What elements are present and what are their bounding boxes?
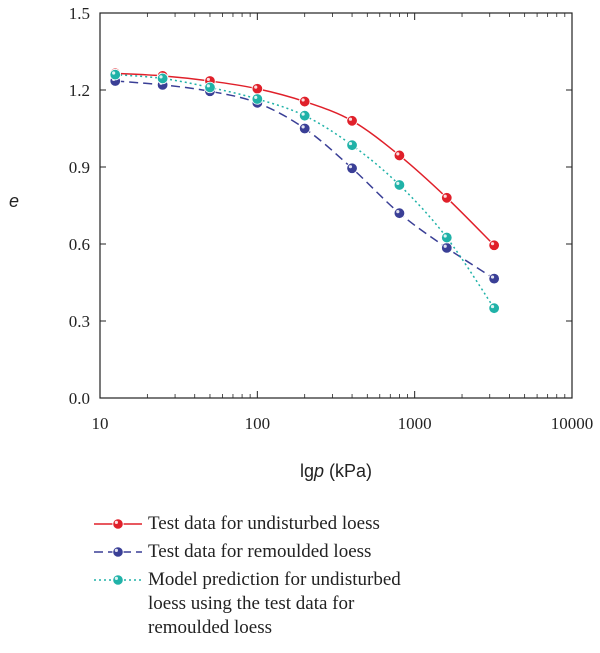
- x-axis-label: lgp (kPa): [300, 461, 372, 481]
- data-point-highlight: [348, 117, 353, 121]
- data-point-highlight: [443, 194, 447, 198]
- data-point-highlight: [490, 242, 495, 246]
- data-point-highlight: [396, 181, 400, 185]
- x-tick-label: 10000: [551, 414, 594, 433]
- data-point: [251, 83, 264, 95]
- legend-entry-remoulded: Test data for remoulded loess: [94, 540, 594, 564]
- data-point-highlight: [443, 244, 447, 248]
- chart-area: 0.0 0.3 0.6 0.9 1.2 1.5 10 100 1000 10000 e lgp (…: [9, 4, 594, 481]
- series-0: [109, 67, 500, 251]
- data-point: [346, 139, 358, 151]
- data-point: [346, 115, 358, 127]
- legend-label-model-line-3: remoulded loess: [148, 617, 273, 638]
- data-point-highlight: [112, 71, 116, 75]
- y-tick-label: 1.2: [69, 81, 90, 100]
- y-axis-label: e: [9, 191, 19, 211]
- series-2: [109, 68, 500, 314]
- data-point: [346, 162, 358, 174]
- data-point-highlight: [396, 152, 400, 156]
- data-point: [298, 95, 311, 108]
- legend-label-undisturbed: Test data for undisturbed loess: [148, 513, 380, 534]
- legend-entry-model: Model prediction for undisturbed loess u…: [94, 568, 594, 640]
- legend-swatch-undisturbed: [94, 518, 142, 530]
- x-tick-label: 1000: [398, 414, 432, 433]
- data-point: [441, 242, 453, 254]
- data-point: [109, 68, 121, 81]
- data-point-highlight: [490, 304, 495, 309]
- data-point: [488, 272, 500, 285]
- data-point: [298, 109, 311, 122]
- legend-label-model-line-2: loess using the test data for: [148, 593, 355, 614]
- plot-frame: [99, 12, 573, 399]
- data-point-highlight: [301, 112, 305, 116]
- legend-swatch-model: [94, 574, 142, 586]
- data-point: [441, 192, 453, 204]
- data-point: [393, 207, 406, 219]
- axes: 0.0 0.3 0.6 0.9 1.2 1.5 10 100 1000 10000: [69, 4, 594, 433]
- data-point-highlight: [301, 98, 305, 102]
- x-tick-label: 100: [245, 414, 271, 433]
- y-tick-label: 0.6: [69, 235, 90, 254]
- y-tick-label: 0.0: [69, 389, 90, 408]
- data-point: [204, 81, 216, 94]
- series-group: [109, 67, 500, 314]
- data-point: [393, 179, 406, 191]
- legend-entry-undisturbed: Test data for undisturbed loess: [94, 512, 594, 536]
- data-point-highlight: [254, 85, 258, 89]
- data-point: [488, 239, 500, 251]
- data-point-highlight: [254, 95, 258, 99]
- data-point: [441, 231, 453, 244]
- data-point-highlight: [396, 210, 400, 214]
- legend: Test data for undisturbed loess Test dat…: [94, 512, 594, 644]
- data-point-highlight: [443, 234, 447, 238]
- x-tick-label: 10: [92, 414, 109, 433]
- data-point-highlight: [348, 165, 353, 169]
- data-point: [488, 302, 500, 314]
- data-point: [393, 149, 406, 162]
- data-point-highlight: [206, 77, 210, 82]
- legend-swatch-remoulded: [94, 546, 142, 558]
- data-point-highlight: [206, 84, 210, 88]
- legend-label-model: Model prediction for undisturbed loess u…: [148, 568, 401, 640]
- data-point: [156, 72, 169, 85]
- y-tick-label: 1.5: [69, 4, 90, 23]
- data-point-highlight: [348, 141, 353, 146]
- data-point-highlight: [159, 75, 163, 79]
- data-point-highlight: [490, 275, 495, 279]
- data-point: [298, 122, 311, 135]
- y-tick-label: 0.3: [69, 312, 90, 331]
- data-point: [251, 93, 264, 105]
- y-tick-label: 0.9: [69, 158, 90, 177]
- series-line: [115, 73, 495, 309]
- legend-label-model-line-1: Model prediction for undisturbed: [148, 569, 401, 590]
- data-point-highlight: [301, 125, 305, 129]
- legend-label-remoulded: Test data for remoulded loess: [148, 541, 372, 562]
